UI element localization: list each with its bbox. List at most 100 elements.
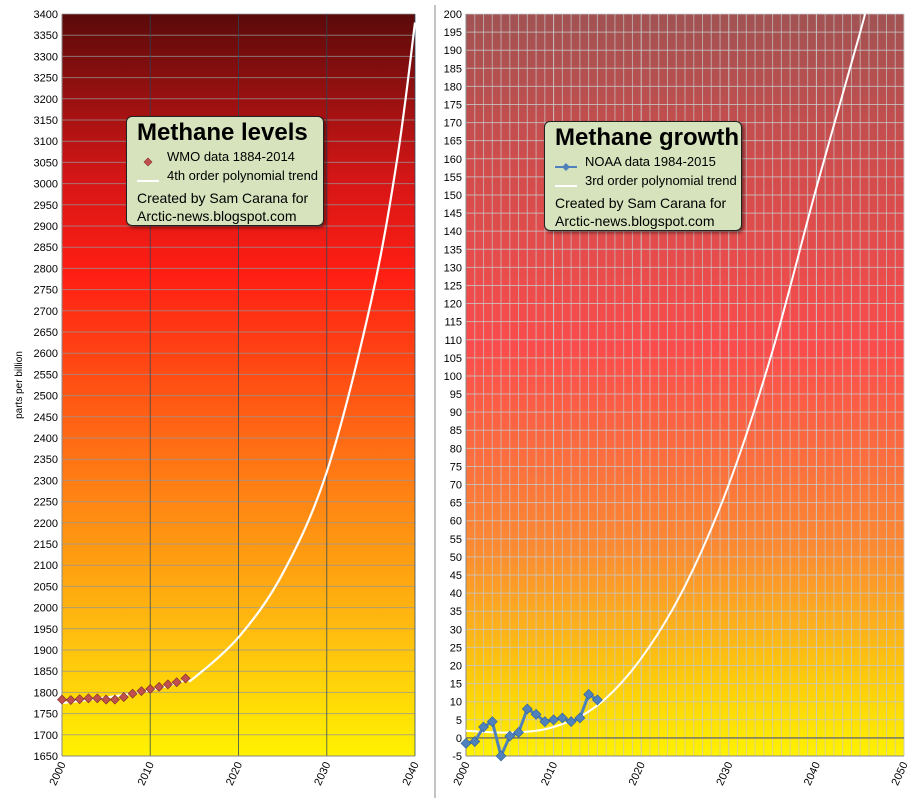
y-tick-label: 2750 [34,285,58,297]
data-point [495,750,507,762]
y-tick-label: 100 [444,371,462,383]
x-tick-label: 2010 [539,760,560,787]
y-tick-label: 2400 [34,433,58,445]
y-tick-label: 2500 [34,391,58,403]
y-axis-ticks: 1650 1700 1750 1800 1850 1900 1950 2000 2050 2100… [34,9,58,763]
data-point [460,737,472,749]
y-tick-label: 2050 [34,581,58,593]
y-tick-label: 2350 [34,454,58,466]
y-tick-label: 1700 [34,730,58,742]
y-tick-label: 180 [444,81,462,93]
data-markers [460,689,603,762]
x-axis-ticks: 2000 2010 2020 2030 2040 [47,760,421,787]
x-tick-label: 2000 [47,760,68,787]
y-tick-label: 2800 [34,263,58,275]
y-tick-label: 95 [450,389,462,401]
y-tick-label: 155 [444,172,462,184]
data-series-line [465,692,599,761]
y-tick-label: 50 [450,552,462,564]
y-tick-label: 1800 [34,687,58,699]
data-point [521,703,533,715]
x-axis-ticks: 2000 2010 2020 2030 2040 2050 [451,760,910,787]
data-point [504,730,516,742]
y-tick-label: 175 [444,99,462,111]
x-tick-label: 2030 [714,760,735,787]
legend-entry-trend: 4th order polynomial trend [137,166,323,185]
y-tick-label: 2900 [34,221,58,233]
y-tick-label: 3150 [34,115,58,127]
data-point [565,716,577,728]
y-tick-label: 160 [444,154,462,166]
y-tick-label: 125 [444,280,462,292]
y-tick-label: 120 [444,299,462,311]
y-tick-label: 75 [450,461,462,473]
y-tick-label: 195 [444,27,462,39]
y-tick-label: 2550 [34,369,58,381]
data-point [583,689,595,700]
x-tick-label: 2020 [627,760,648,787]
data-point [180,673,191,684]
data-point [127,688,138,699]
y-tick-label: 1850 [34,666,58,678]
y-tick-label: 3400 [34,9,58,21]
y-tick-label: 145 [444,208,462,220]
y-tick-label: 140 [444,226,462,238]
x-tick-label: 2050 [889,760,910,787]
y-tick-label: 85 [450,425,462,437]
data-point [65,695,76,705]
data-point [486,716,498,728]
y-tick-label: 2700 [34,306,58,318]
gridlines [61,13,416,757]
data-point [530,708,542,720]
data-point [83,693,94,704]
y-tick-label: 2300 [34,475,58,487]
trend-curve [465,12,867,734]
credit-line-1: Created by Sam Carana for [137,190,309,206]
y-tick-label: 190 [444,45,462,57]
x-tick-label: 2040 [802,760,823,787]
y-tick-label: 0 [456,733,462,745]
legend-entry-noaa: NOAA data 1984-2015 [555,152,741,171]
data-point [110,694,120,705]
y-tick-label: 135 [444,244,462,256]
data-point [162,679,173,690]
y-tick-label: 105 [444,353,462,365]
y-tick-label: 25 [450,642,462,654]
y-tick-label: 3100 [34,136,58,148]
data-point [118,692,129,702]
y-tick-label: 2150 [34,539,58,551]
y-tick-label: 60 [450,516,462,528]
white-line-icon [137,172,159,182]
legend-methane-growth: Methane growth NOAA data 1984-2015 3rd o… [544,121,742,231]
x-tick-label: 2000 [451,760,472,787]
data-point [574,712,586,724]
y-tick-label: 3050 [34,157,58,169]
y-tick-label: 80 [450,443,462,455]
data-point [92,693,103,704]
data-point [556,712,568,724]
data-point [548,714,560,726]
data-point [154,681,164,692]
credit-line-1: Created by Sam Carana for [555,195,727,211]
y-axis-ticks: -5 0 5 10 15 20 25 30 35 40 45 50 55 60 65 70 75 80 85 90 95… [444,9,462,763]
data-point [57,694,67,705]
y-tick-label: 35 [450,606,462,618]
data-point [478,721,489,733]
y-tick-label: 150 [444,190,462,202]
y-tick-label: 3250 [34,73,58,85]
y-tick-label: 3300 [34,51,58,63]
y-tick-label: 130 [444,262,462,274]
legend-entry-trend: 3rd order polynomial trend [555,171,741,190]
y-tick-label: 1650 [34,751,58,763]
y-tick-label: 5 [456,715,462,727]
data-point [171,677,182,688]
credit-line-2: Arctic-news.blogspot.com [555,213,715,229]
data-point [145,684,156,694]
data-point [539,716,551,728]
y-tick-label: 2200 [34,518,58,530]
y-tick-label: 20 [450,661,462,673]
line-diamond-icon [555,158,577,171]
data-point [469,736,481,747]
y-tick-label: 30 [450,624,462,636]
y-tick-label: 10 [450,697,462,709]
